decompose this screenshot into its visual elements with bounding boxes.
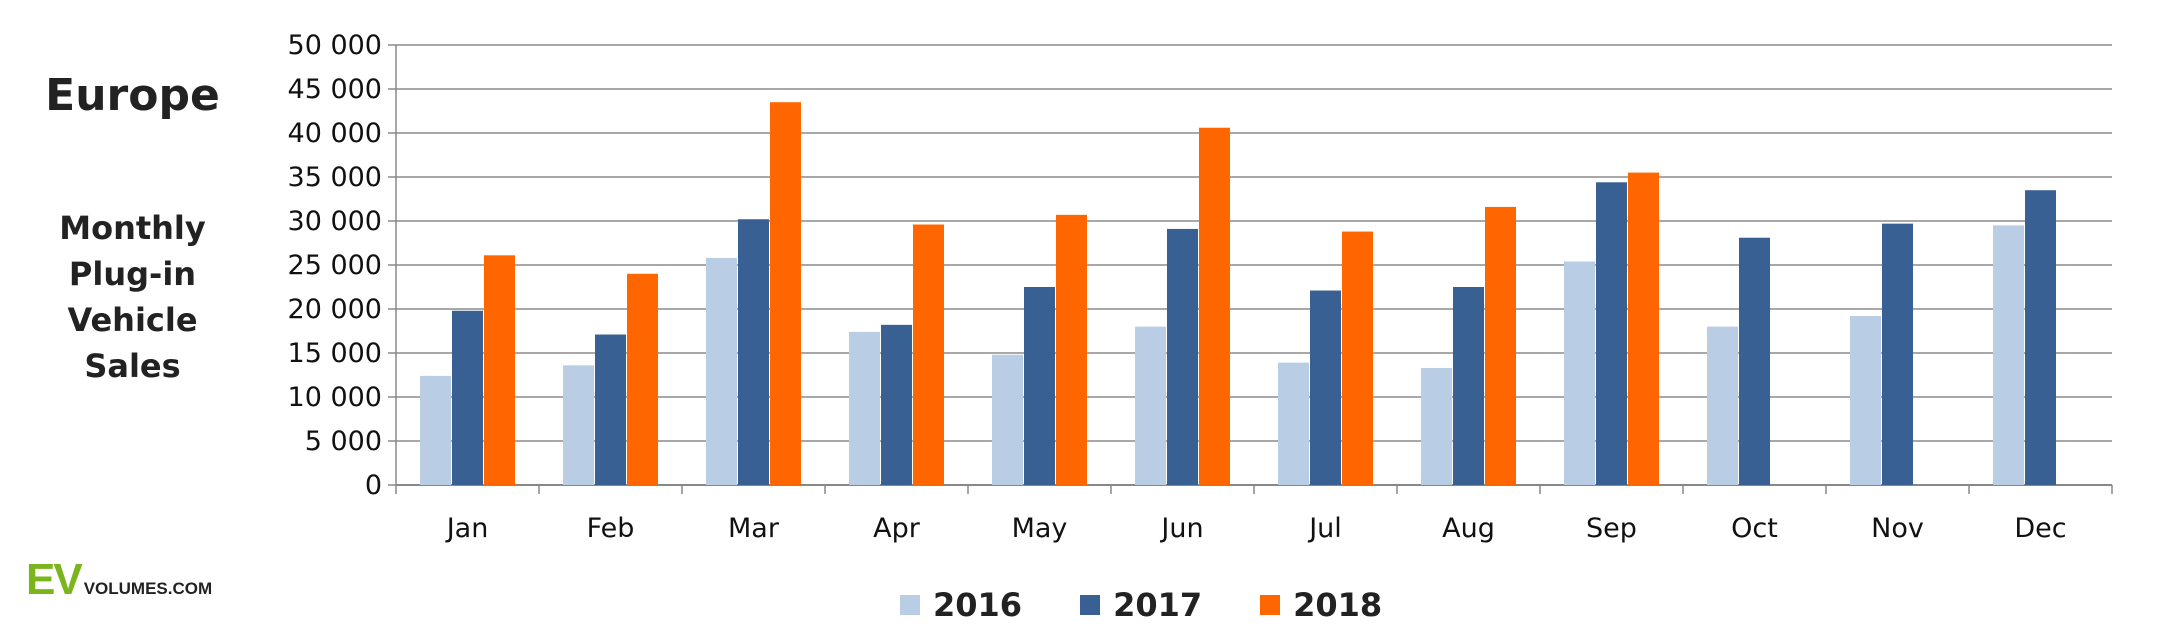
x-tick-label: Oct — [1731, 513, 1778, 544]
bar-2016-oct — [1707, 326, 1738, 485]
bar-2017-jun — [1167, 228, 1198, 486]
bar-2018-feb — [627, 273, 658, 485]
bar-2016-may — [992, 354, 1023, 485]
y-tick-label: 30 000 — [288, 206, 382, 237]
logo-domain: VOLUMES.COM — [83, 579, 213, 598]
bar-2017-feb — [595, 334, 626, 485]
y-tick-label: 25 000 — [288, 250, 382, 281]
bar-2017-dec — [2025, 190, 2056, 485]
bar-2016-jul — [1278, 362, 1309, 485]
x-tick-label: Jul — [1307, 513, 1342, 544]
legend-item-2016: 2016 — [900, 586, 1022, 624]
bar-2017-may — [1024, 287, 1055, 485]
legend-swatch — [1260, 595, 1281, 615]
y-tick-label: 20 000 — [288, 294, 382, 325]
y-tick-label: 50 000 — [288, 30, 382, 61]
chart-subtitle: Monthly Plug-in Vehicle Sales — [20, 205, 245, 389]
bar-2016-aug — [1421, 367, 1452, 485]
chart-legend: 2016 2017 2018 — [900, 583, 1440, 627]
x-tick-label: Nov — [1871, 513, 1924, 544]
x-tick-label: Dec — [2014, 513, 2066, 544]
y-tick-label: 15 000 — [288, 338, 382, 369]
logo-ev: EV — [26, 555, 83, 604]
x-tick-label: Apr — [873, 513, 921, 544]
x-tick-label: Jun — [1159, 513, 1203, 544]
bar-2018-jun — [1199, 127, 1230, 485]
y-tick-label: 40 000 — [288, 118, 382, 149]
bar-2016-nov — [1850, 316, 1881, 485]
bar-2018-apr — [913, 224, 944, 485]
y-tick-label: 35 000 — [288, 162, 382, 193]
region-title: Europe — [45, 70, 220, 121]
bar-2018-jan — [484, 255, 515, 485]
subtitle-line: Vehicle — [67, 301, 198, 339]
legend-label: 2017 — [1113, 586, 1203, 624]
bar-2016-apr — [849, 331, 880, 485]
y-tick-label: 10 000 — [288, 382, 382, 413]
legend-swatch — [900, 595, 920, 615]
bar-2017-aug — [1453, 287, 1484, 485]
bar-2017-mar — [738, 219, 769, 486]
bar-2017-oct — [1739, 237, 1770, 485]
x-tick-label: Feb — [587, 513, 635, 544]
subtitle-line: Plug-in — [68, 255, 197, 293]
legend-item-2017: 2017 — [1080, 586, 1202, 624]
bar-2017-sep — [1596, 182, 1627, 485]
legend-label: 2018 — [1293, 586, 1383, 624]
bar-2017-apr — [881, 324, 912, 485]
y-tick-label: 45 000 — [288, 74, 382, 105]
bar-2018-jul — [1342, 231, 1373, 485]
x-tick-label: May — [1012, 513, 1068, 544]
bar-2018-mar — [770, 102, 801, 485]
y-tick-label: 0 — [365, 470, 382, 501]
x-tick-label: Jan — [445, 513, 489, 544]
subtitle-line: Monthly — [59, 209, 206, 247]
x-tick-label: Sep — [1586, 513, 1637, 544]
bar-2018-may — [1056, 214, 1087, 485]
bar-2017-nov — [1882, 223, 1913, 485]
bar-2017-jan — [452, 310, 483, 485]
bar-2016-jun — [1135, 326, 1166, 485]
legend-item-2018: 2018 — [1260, 586, 1382, 624]
subtitle-line: Sales — [84, 347, 181, 385]
y-tick-label: 5 000 — [305, 426, 382, 457]
legend-swatch — [1080, 595, 1101, 615]
bar-2016-dec — [1993, 225, 2024, 485]
bar-2018-aug — [1485, 206, 1516, 486]
legend-label: 2016 — [933, 586, 1023, 624]
bar-2016-jan — [420, 375, 451, 485]
x-tick-label: Aug — [1442, 513, 1495, 544]
bar-2016-mar — [706, 257, 737, 485]
bar-2018-sep — [1628, 172, 1659, 485]
bar-2017-jul — [1310, 290, 1341, 485]
bar-2016-feb — [563, 365, 594, 485]
bar-2016-sep — [1564, 261, 1595, 485]
ev-volumes-logo: EV VOLUMES.COM — [26, 555, 212, 605]
x-tick-label: Mar — [728, 513, 780, 544]
